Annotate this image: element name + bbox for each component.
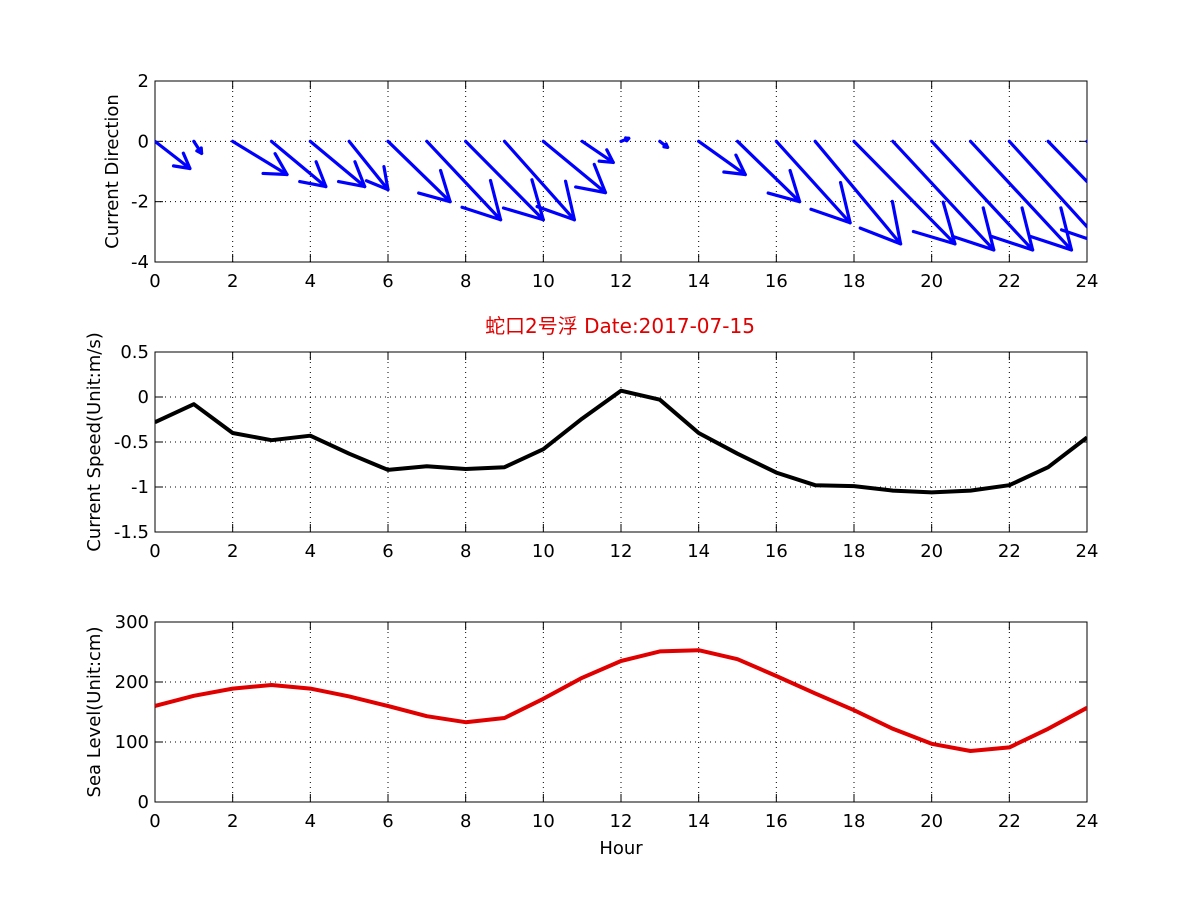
y-tick-label: -0.5 bbox=[114, 432, 149, 453]
x-tick-label: 12 bbox=[610, 541, 633, 562]
current-direction-arrow bbox=[852, 139, 957, 246]
x-tick-label: 16 bbox=[765, 271, 788, 292]
x-tick-label: 20 bbox=[920, 271, 943, 292]
x-tick-label: 22 bbox=[998, 271, 1021, 292]
plot-area bbox=[155, 388, 1087, 495]
current-direction-arrow bbox=[930, 139, 1035, 252]
current-direction-arrow bbox=[813, 139, 903, 246]
y-tick-label: 2 bbox=[138, 71, 149, 92]
y-axis-label: Current Speed(Unit:m/s) bbox=[84, 332, 105, 551]
x-tick-label: 10 bbox=[532, 541, 555, 562]
x-tick-label: 12 bbox=[610, 271, 633, 292]
x-tick-label: 20 bbox=[920, 811, 943, 832]
y-tick-label: -4 bbox=[131, 252, 149, 273]
x-tick-label: 0 bbox=[149, 811, 160, 832]
y-tick-label: -2 bbox=[131, 192, 149, 213]
current-direction-arrow bbox=[968, 139, 1074, 252]
x-tick-label: 14 bbox=[687, 271, 710, 292]
sea-level-line bbox=[155, 648, 1087, 753]
x-tick-label: 18 bbox=[843, 811, 866, 832]
x-tick-label: 4 bbox=[305, 541, 316, 562]
current-direction-arrow bbox=[619, 136, 631, 143]
x-tick-label: 22 bbox=[998, 811, 1021, 832]
plot-area bbox=[155, 136, 1087, 252]
y-tick-label: 0 bbox=[138, 387, 149, 408]
x-tick-label: 24 bbox=[1076, 541, 1099, 562]
x-tick-label: 4 bbox=[305, 271, 316, 292]
x-tick-label: 24 bbox=[1076, 271, 1099, 292]
current-direction-arrow bbox=[502, 139, 577, 222]
x-tick-label: 14 bbox=[687, 541, 710, 562]
y-tick-label: 0.5 bbox=[120, 342, 149, 363]
current-direction-arrow bbox=[541, 139, 608, 195]
x-tick-label: 14 bbox=[687, 811, 710, 832]
current-direction-arrow bbox=[891, 139, 996, 252]
x-tick-label: 24 bbox=[1076, 811, 1099, 832]
x-tick-label: 10 bbox=[532, 271, 555, 292]
x-tick-label: 6 bbox=[382, 271, 393, 292]
y-tick-label: -1.5 bbox=[114, 522, 149, 543]
current-direction-arrow bbox=[735, 139, 802, 204]
x-tick-label: 0 bbox=[149, 271, 160, 292]
current-direction-arrow bbox=[347, 139, 390, 192]
current-direction-arrow bbox=[1085, 139, 1087, 144]
current-direction-arrow bbox=[155, 139, 192, 171]
current-direction-arrow bbox=[386, 139, 452, 204]
x-tick-label: 10 bbox=[532, 811, 555, 832]
x-tick-label: 6 bbox=[382, 811, 393, 832]
x-tick-label: 6 bbox=[382, 541, 393, 562]
y-tick-label: 0 bbox=[138, 792, 149, 813]
current-direction-arrow bbox=[580, 139, 615, 165]
x-tick-label: 16 bbox=[765, 811, 788, 832]
x-tick-label: 20 bbox=[920, 541, 943, 562]
figure-title: 蛇口2号浮 Date:2017-07-15 bbox=[485, 314, 755, 338]
y-tick-label: -1 bbox=[131, 477, 149, 498]
y-tick-label: 100 bbox=[115, 732, 149, 753]
current-direction-arrow bbox=[464, 139, 545, 222]
current-direction-arrow bbox=[1007, 139, 1087, 241]
x-tick-label: 18 bbox=[843, 541, 866, 562]
current-direction-arrow bbox=[308, 139, 367, 189]
x-tick-label: 18 bbox=[843, 271, 866, 292]
plot-area bbox=[155, 648, 1087, 753]
x-tick-label: 16 bbox=[765, 541, 788, 562]
y-tick-label: 200 bbox=[115, 672, 149, 693]
x-tick-label: 4 bbox=[305, 811, 316, 832]
y-tick-label: 0 bbox=[138, 131, 149, 152]
current-direction-arrow bbox=[269, 139, 328, 189]
x-tick-label: 8 bbox=[460, 271, 471, 292]
current-direction-arrow bbox=[1046, 139, 1087, 214]
x-tick-label: 8 bbox=[460, 811, 471, 832]
x-tick-label: 8 bbox=[460, 541, 471, 562]
current-direction-arrow bbox=[774, 139, 852, 225]
y-axis-label: Sea Level(Unit:cm) bbox=[84, 627, 105, 798]
x-tick-label: 2 bbox=[227, 271, 238, 292]
current-direction-arrow bbox=[425, 139, 503, 222]
x-tick-label: 2 bbox=[227, 811, 238, 832]
current-direction-arrow bbox=[697, 139, 747, 177]
current-speed-panel: 0 2 4 6 8 10 12 14 16 18 20 22 24-1.5-1-0.500.5Curre… bbox=[84, 332, 1098, 562]
y-axis-label: Current Direction bbox=[102, 94, 123, 249]
x-axis-label: Hour bbox=[599, 838, 643, 859]
x-tick-label: 22 bbox=[998, 541, 1021, 562]
x-tick-label: 12 bbox=[610, 811, 633, 832]
current-direction-arrow bbox=[192, 139, 204, 155]
current-direction-arrow bbox=[231, 139, 289, 177]
x-tick-label: 2 bbox=[227, 541, 238, 562]
current-direction-arrow bbox=[658, 139, 670, 149]
y-tick-label: 300 bbox=[115, 612, 149, 633]
current-speed-line bbox=[155, 388, 1087, 495]
x-tick-label: 0 bbox=[149, 541, 160, 562]
